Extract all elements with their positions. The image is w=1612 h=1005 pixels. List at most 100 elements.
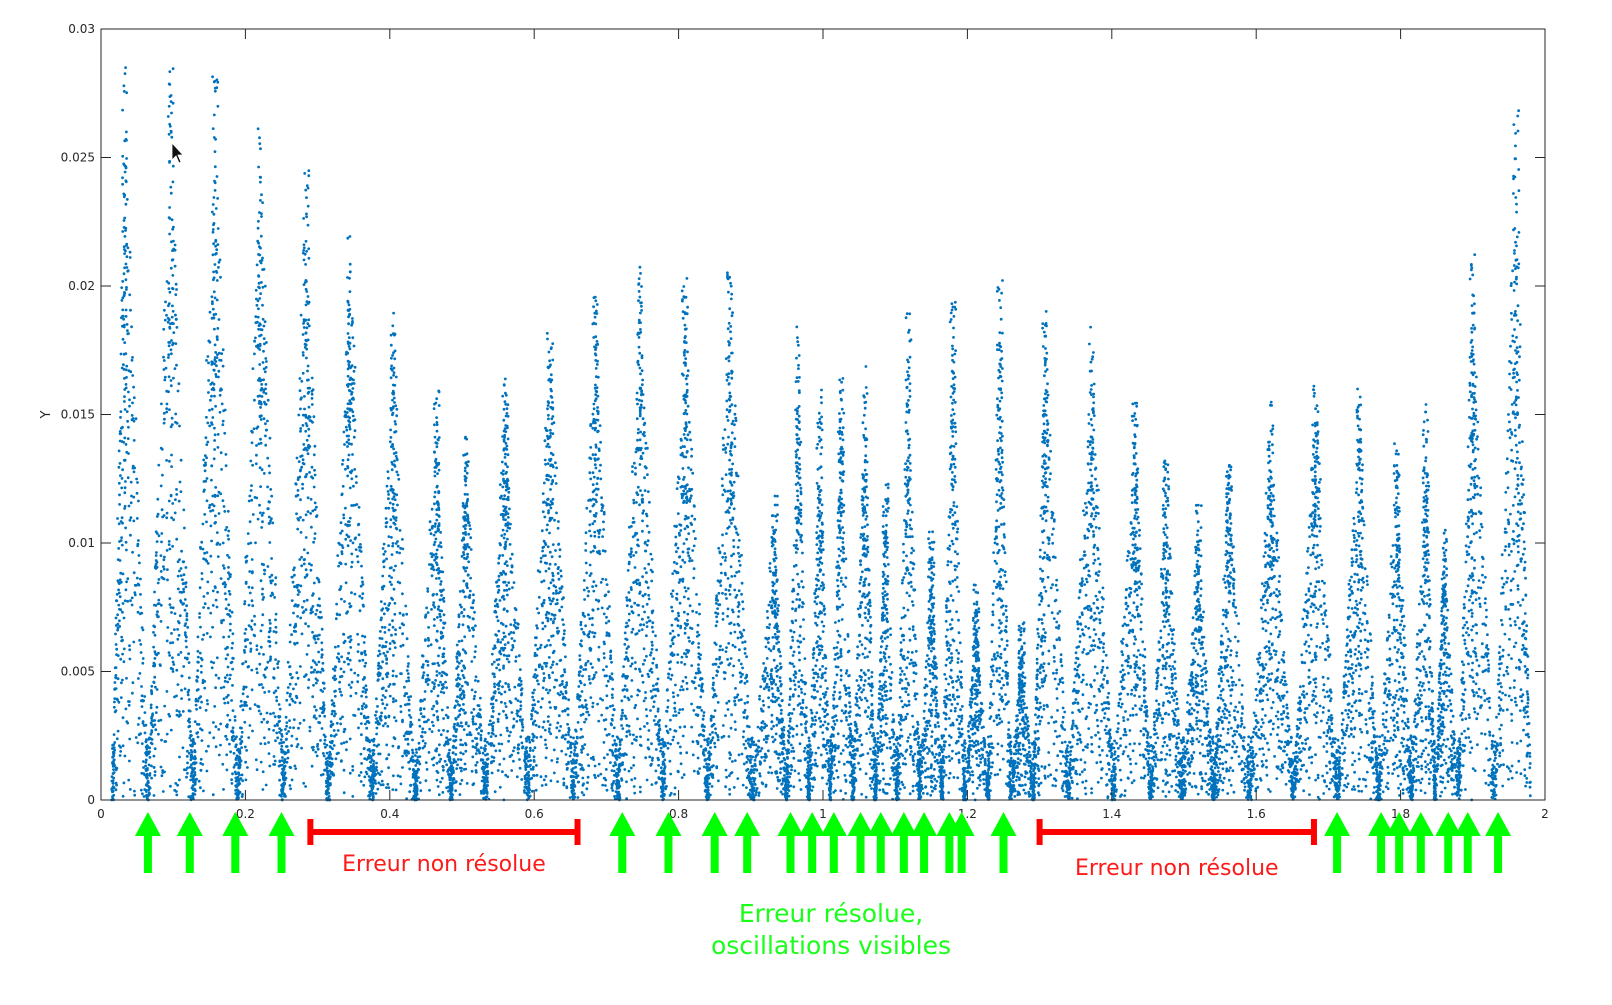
data-point (472, 593, 475, 597)
data-point (282, 761, 286, 764)
data-point (601, 698, 604, 702)
data-point (484, 753, 487, 757)
data-point (547, 401, 551, 405)
data-point (406, 672, 410, 675)
data-point (299, 455, 302, 458)
data-point (214, 375, 218, 378)
data-point (380, 586, 384, 589)
data-point (504, 773, 508, 777)
data-point (340, 597, 343, 601)
data-point (126, 246, 130, 250)
data-point (459, 738, 463, 742)
data-point (441, 661, 445, 665)
data-point (392, 351, 395, 355)
data-point (223, 408, 227, 412)
data-point (466, 464, 469, 468)
data-point (171, 304, 174, 308)
data-point (128, 788, 132, 791)
data-point (151, 725, 155, 729)
data-point (414, 748, 418, 751)
data-point (553, 613, 557, 617)
data-point (112, 705, 116, 709)
data-point (546, 407, 549, 411)
data-point (154, 554, 158, 557)
data-point (549, 428, 552, 432)
data-point (344, 562, 348, 566)
data-point (198, 586, 202, 590)
data-point (247, 542, 250, 546)
data-point (221, 419, 225, 423)
data-point (482, 772, 486, 775)
data-point (325, 766, 329, 770)
data-point (142, 772, 146, 775)
data-point (436, 438, 440, 442)
data-point (463, 436, 467, 440)
data-point (314, 750, 318, 754)
data-point (441, 570, 445, 574)
data-point (151, 712, 155, 716)
data-point (329, 745, 332, 749)
data-point (474, 690, 477, 694)
data-point (211, 625, 215, 629)
data-point (470, 711, 473, 714)
data-point (550, 396, 554, 399)
data-point (261, 361, 265, 364)
data-point (437, 503, 440, 507)
data-point (196, 735, 200, 739)
data-point (179, 600, 183, 604)
data-point (306, 223, 310, 227)
data-point (304, 513, 308, 517)
data-point (298, 377, 302, 380)
data-point (308, 386, 312, 390)
data-point (234, 789, 238, 792)
data-point (126, 329, 129, 332)
data-point (432, 756, 436, 760)
data-point (220, 621, 224, 625)
data-point (215, 356, 219, 359)
data-point (533, 654, 537, 658)
data-point (262, 390, 266, 394)
data-point (544, 462, 547, 466)
data-point (391, 383, 395, 387)
data-point (175, 488, 178, 491)
data-point (494, 734, 498, 738)
data-point (444, 742, 447, 746)
data-point (473, 694, 476, 698)
data-point (401, 547, 405, 551)
data-point (349, 401, 353, 405)
data-point (531, 765, 535, 769)
data-point (468, 731, 472, 734)
data-point (381, 724, 385, 728)
data-point (347, 651, 350, 655)
data-point (274, 630, 278, 634)
data-point (552, 592, 555, 595)
data-point (439, 531, 442, 534)
data-point (328, 777, 332, 781)
data-point (123, 395, 126, 398)
data-point (180, 549, 184, 553)
data-point (212, 196, 216, 199)
data-point (501, 512, 505, 516)
data-point (394, 404, 398, 408)
data-point (387, 685, 391, 688)
data-point (306, 452, 310, 456)
data-point (388, 647, 392, 651)
data-point (173, 367, 177, 370)
data-point (505, 726, 509, 730)
data-point (220, 352, 224, 355)
data-point (545, 610, 549, 614)
data-point (127, 452, 130, 455)
data-point (430, 574, 434, 578)
data-point (394, 519, 398, 522)
data-point (180, 697, 184, 700)
data-point (467, 532, 471, 536)
data-point (184, 585, 188, 589)
data-point (440, 708, 444, 712)
data-point (312, 715, 316, 719)
data-point (439, 680, 442, 684)
data-point (386, 607, 390, 611)
data-point (481, 751, 485, 755)
data-point (474, 645, 478, 648)
data-point (387, 497, 390, 501)
data-point (271, 521, 275, 525)
